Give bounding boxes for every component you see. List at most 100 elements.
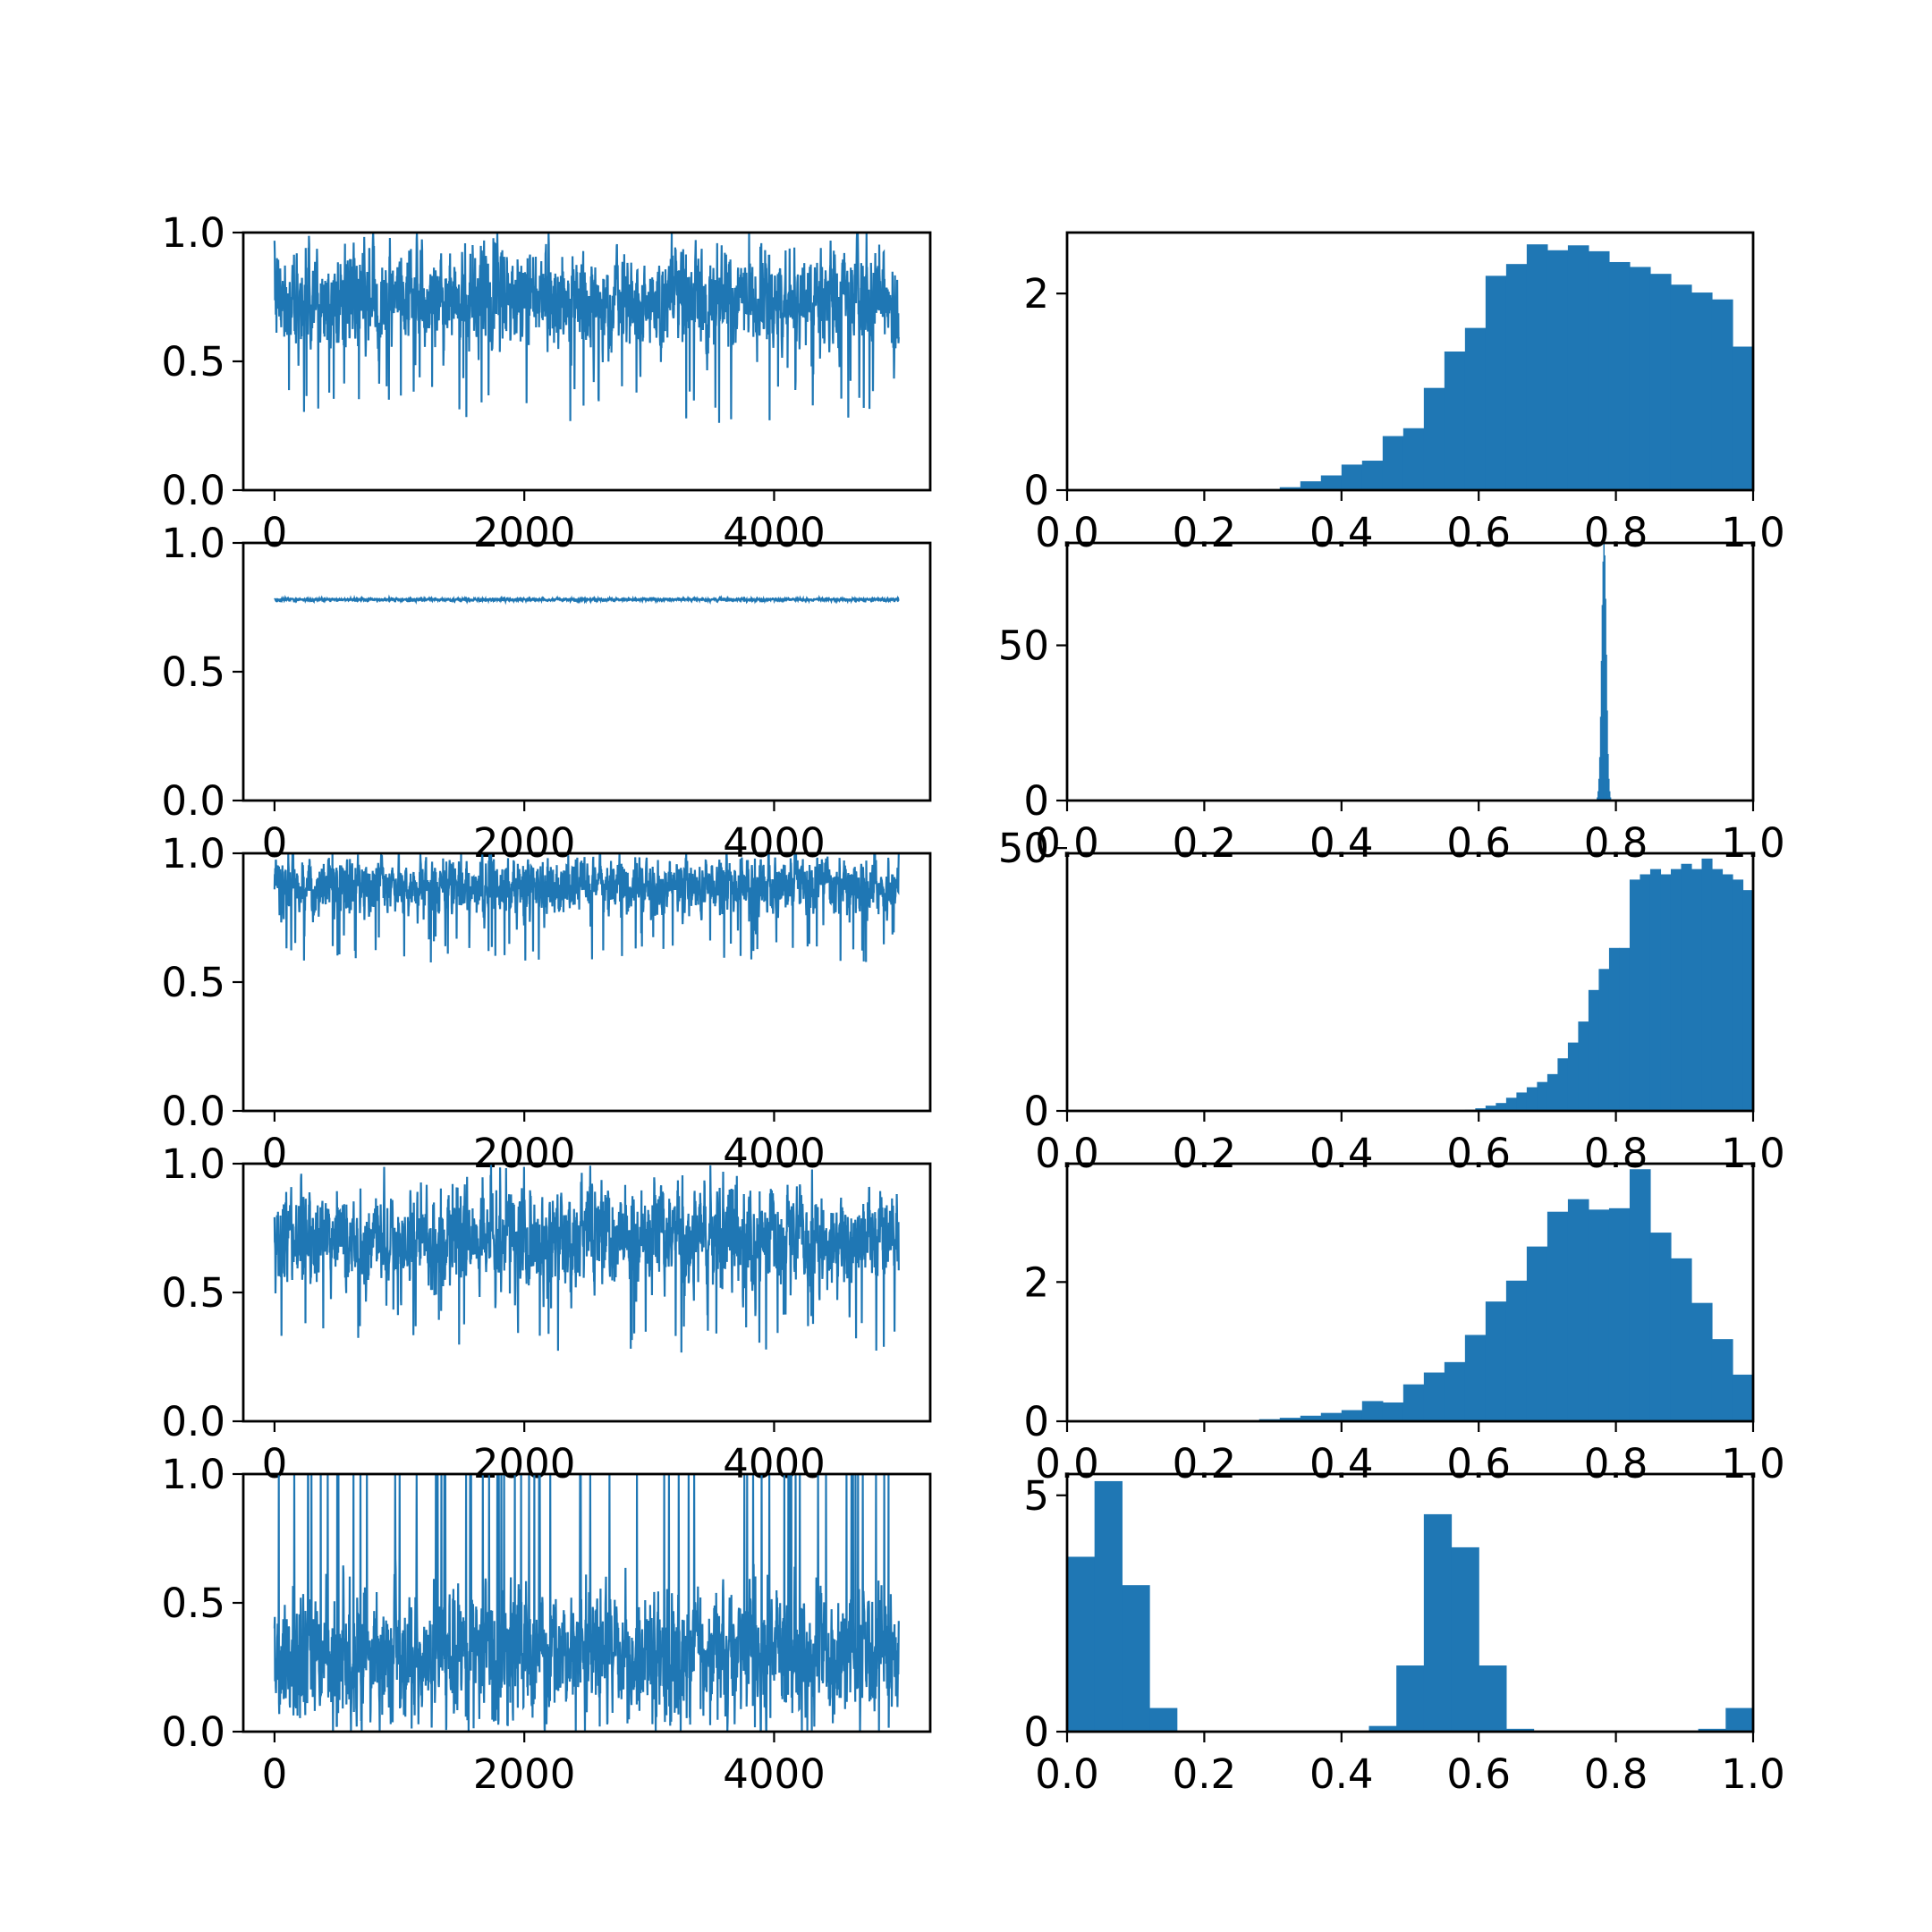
- x-tick-label: 0.2: [1173, 1750, 1237, 1798]
- histogram-bar: [1067, 1556, 1096, 1732]
- histogram-bar: [1690, 292, 1713, 490]
- x-tick-label: 0.2: [1173, 1440, 1237, 1487]
- panel-5-left-plot-area: [273, 1474, 900, 1732]
- histogram-bar: [1546, 1073, 1559, 1111]
- y-tick-label: 5: [1023, 1472, 1049, 1520]
- y-tick-label: 0.0: [161, 467, 225, 514]
- histogram-bar: [1122, 1585, 1150, 1732]
- x-tick-label: 4000: [723, 1440, 826, 1487]
- x-tick-label: 4000: [723, 509, 826, 556]
- panel-3-left-plot-area: [273, 853, 900, 963]
- histogram-bar: [1640, 874, 1651, 1111]
- histogram-bar: [1711, 869, 1724, 1111]
- x-tick-label: 0.6: [1446, 819, 1511, 867]
- panel-1-left-trace-plot: 0 2000 4000 0.0 0.5 1.0: [161, 209, 932, 556]
- panel-2-right-plot-area: [1597, 543, 1612, 801]
- y-tick-label: 0.5: [161, 1580, 225, 1627]
- panel-1-right-histogram: 0.0 0.2 0.4 0.6 0.8 1.002: [1023, 231, 1785, 556]
- histogram-bar: [1598, 757, 1601, 801]
- x-tick-label: 0.2: [1173, 509, 1237, 556]
- y-tick-label: 0.0: [161, 1708, 225, 1756]
- histogram-bar: [1619, 947, 1631, 1111]
- panel-1-left-plot-area: [273, 233, 900, 423]
- histogram-bar: [1681, 863, 1692, 1111]
- histogram-bar: [1701, 858, 1713, 1111]
- trace-line: [274, 594, 900, 606]
- x-tick-label: 0.4: [1309, 1130, 1374, 1177]
- panel-2-left-plot-area: [274, 594, 900, 606]
- histogram-bar: [1732, 879, 1744, 1111]
- histogram-bar: [1649, 274, 1672, 490]
- histogram-bar: [1485, 1106, 1496, 1111]
- histogram-bar: [1320, 1412, 1343, 1421]
- y-tick-label: 2: [1023, 270, 1049, 318]
- panel-3-right-plot-area: [1464, 858, 1753, 1111]
- x-tick-label: 0.4: [1309, 819, 1374, 867]
- histogram-bar: [1382, 1402, 1404, 1421]
- panel-4-right-axes-frame: [1065, 1162, 1755, 1423]
- y-tick-label: 0: [1023, 1088, 1049, 1135]
- x-tick-label: 0: [262, 509, 288, 556]
- histogram-bar: [1485, 275, 1507, 490]
- histogram-bar: [1606, 654, 1607, 801]
- histogram-bar: [1094, 1480, 1123, 1732]
- trace-line: [273, 1164, 900, 1353]
- x-tick-label: 0: [262, 1440, 288, 1487]
- x-tick-label: 2000: [473, 1750, 576, 1798]
- histogram-bar: [1629, 1169, 1651, 1421]
- panel-5-left-trace-plot: 0 2000 4000 0.0 0.5 1.0: [161, 1451, 932, 1798]
- y-tick-label: 2: [1023, 1258, 1049, 1306]
- x-tick-label: 0: [262, 1130, 288, 1177]
- y-tick-label: 1.0: [161, 1140, 225, 1188]
- histogram-bar: [1546, 250, 1569, 490]
- histogram-bar: [1670, 284, 1692, 490]
- histogram-bar: [1320, 475, 1343, 490]
- x-tick-label: 0.6: [1446, 1440, 1511, 1487]
- histogram-bar: [1423, 1513, 1453, 1732]
- histogram-bar: [1601, 605, 1604, 801]
- histogram-bar: [1423, 1372, 1445, 1421]
- histogram-bar: [1629, 879, 1641, 1111]
- x-tick-label: 0.0: [1035, 1750, 1099, 1798]
- y-tick-label: 0.5: [161, 648, 225, 696]
- y-tick-label: 1.0: [161, 520, 225, 567]
- histogram-bar: [1475, 1108, 1487, 1111]
- histogram-bar: [1402, 428, 1425, 490]
- histogram-bar: [1742, 890, 1753, 1111]
- histogram-bar: [1485, 1301, 1507, 1421]
- histogram-bar: [1382, 436, 1404, 490]
- histogram-bar: [1423, 387, 1445, 490]
- histogram-bar: [1597, 791, 1599, 801]
- x-tick-label: 2000: [473, 509, 576, 556]
- histogram-bar: [1464, 327, 1487, 490]
- x-tick-label: 0.6: [1446, 1750, 1511, 1798]
- y-tick-label: 0: [1023, 1708, 1049, 1756]
- histogram-bar: [1670, 1258, 1692, 1421]
- x-tick-label: 2000: [473, 1440, 576, 1487]
- x-tick-label: 0: [262, 819, 288, 867]
- histogram-bar: [1598, 969, 1610, 1111]
- panel-2-right-axes-frame: [1065, 541, 1755, 802]
- histogram-bar: [1608, 1208, 1631, 1421]
- histogram-bar: [1649, 1233, 1672, 1421]
- y-tick-label: 1.0: [161, 830, 225, 877]
- panel-3-right-axes-frame: [1065, 852, 1755, 1113]
- y-tick-label: 1.0: [161, 1451, 225, 1498]
- y-tick-label: 0.5: [161, 338, 225, 386]
- histogram-bar: [1537, 1081, 1548, 1111]
- x-tick-label: 0.2: [1173, 1130, 1237, 1177]
- histogram-bar: [1732, 1374, 1753, 1421]
- x-tick-label: 4000: [723, 1130, 826, 1177]
- histogram-bar: [1711, 1339, 1733, 1421]
- x-tick-label: 0.8: [1584, 1440, 1648, 1487]
- histogram-bar: [1608, 791, 1611, 801]
- histogram-bar: [1603, 543, 1606, 801]
- panel-4-right-histogram: 0.0 0.2 0.4 0.6 0.8 1.002: [1023, 1162, 1785, 1487]
- histogram-bar: [1567, 245, 1589, 490]
- y-tick-label: 0: [1023, 1398, 1049, 1445]
- histogram-bar: [1609, 797, 1612, 801]
- histogram-bar: [1649, 869, 1662, 1111]
